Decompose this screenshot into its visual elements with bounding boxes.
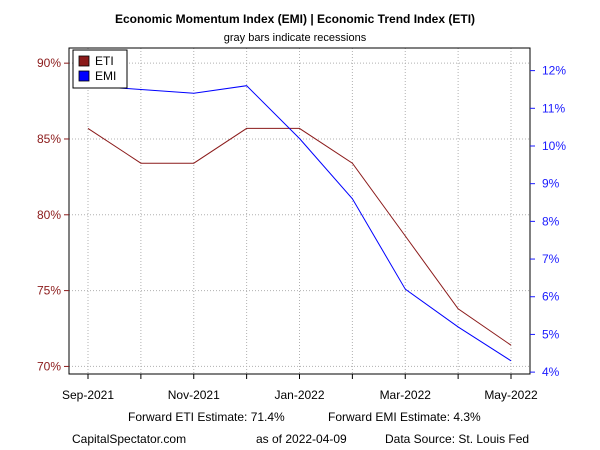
x-tick-label: May-2022 <box>484 388 538 402</box>
x-tick-label: Jan-2022 <box>274 388 324 402</box>
right-tick-label: 9% <box>542 177 560 191</box>
legend-label-eti: ETI <box>95 54 114 68</box>
right-tick-label: 6% <box>542 290 560 304</box>
legend-swatch-emi <box>78 70 90 82</box>
left-tick-label: 70% <box>37 359 61 373</box>
chart-subtitle: gray bars indicate recessions <box>224 32 367 44</box>
right-tick-label: 8% <box>542 214 560 228</box>
grid <box>69 48 530 374</box>
right-tick-label: 12% <box>542 64 566 78</box>
left-tick-label: 75% <box>37 284 61 298</box>
legend-box <box>72 49 128 89</box>
right-tick-label: 7% <box>542 252 560 266</box>
footer-as-of: as of 2022-04-09 <box>256 432 347 446</box>
footer-emi-estimate: Forward EMI Estimate: 4.3% <box>328 410 481 424</box>
series-group <box>87 85 512 362</box>
legend-swatch-eti <box>78 55 90 67</box>
x-tick-label: Sep-2021 <box>62 388 114 402</box>
footer-source-site: CapitalSpectator.com <box>72 432 186 446</box>
footer-data-source: Data Source: St. Louis Fed <box>385 432 529 446</box>
right-tick-label: 11% <box>542 101 565 115</box>
footer-eti-estimate: Forward ETI Estimate: 71.4% <box>128 410 285 424</box>
x-axis: Sep-2021 Nov-2021 Jan-2022 Mar-2022 May-2022 <box>62 374 538 402</box>
series-line-emi <box>87 85 512 362</box>
x-tick-label: Nov-2021 <box>168 388 220 402</box>
right-tick-label: 4% <box>542 365 560 379</box>
legend: ETI EMI <box>72 49 128 89</box>
right-tick-label: 10% <box>542 139 566 153</box>
left-axis: 70% 75% 80% 85% 90% <box>37 56 69 373</box>
right-tick-label: 5% <box>542 327 560 341</box>
right-axis: 4% 5% 6% 7% 8% 9% 10% 11% 12% <box>530 64 566 379</box>
left-tick-label: 80% <box>37 208 61 222</box>
series-line-eti <box>87 127 512 346</box>
left-tick-label: 90% <box>37 56 61 70</box>
chart-title: Economic Momentum Index (EMI) | Economic… <box>115 12 475 26</box>
x-tick-label: Mar-2022 <box>380 388 432 402</box>
legend-label-emi: EMI <box>95 69 116 83</box>
left-tick-label: 85% <box>37 132 61 146</box>
